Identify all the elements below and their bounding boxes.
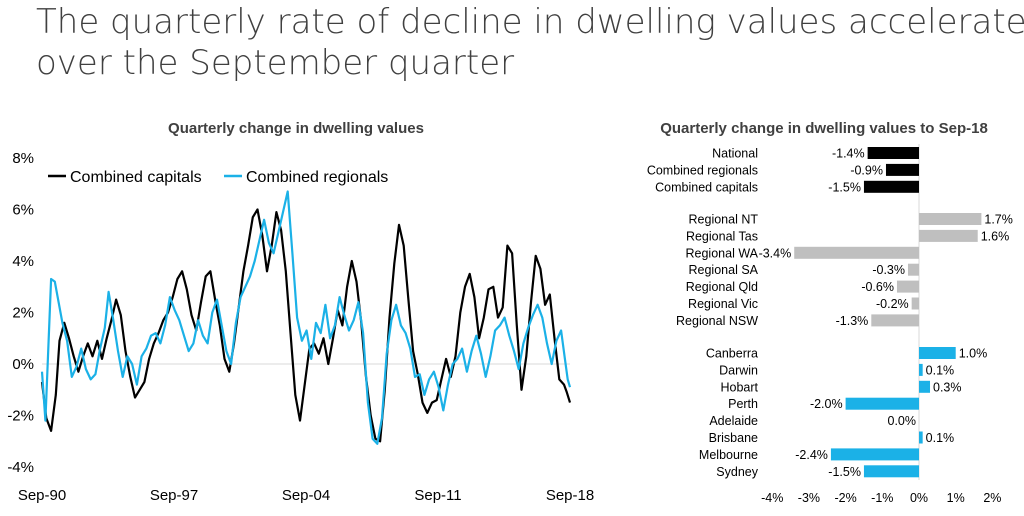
bar-value-label: -1.5% [828, 180, 861, 194]
x-tick-label: Sep-11 [414, 487, 461, 504]
bar-city [919, 347, 956, 359]
bar-city [919, 363, 923, 376]
bar-category-label: Regional WA [686, 246, 759, 260]
bar-regional [907, 263, 919, 276]
bar-regional [919, 213, 982, 225]
bar-value-label: -0.9% [850, 163, 883, 177]
bar-city [863, 465, 919, 478]
series-line-capitals [40, 208, 572, 443]
bar-value-label: -0.6% [861, 280, 894, 294]
legend-label-capitals: Combined capitals [70, 169, 202, 186]
bar-value-label: 0.0% [888, 414, 917, 428]
bar-value-label: -1.4% [832, 147, 865, 161]
bar-value-label: 1.0% [959, 347, 988, 361]
slide-title-line-2: over the September quarter [36, 43, 515, 83]
x-tick-label: Sep-04 [282, 487, 330, 504]
bar-summary [863, 180, 919, 193]
bar-city [919, 380, 931, 393]
bar-category-label: Adelaide [709, 414, 758, 428]
bar-value-label: 1.7% [984, 213, 1013, 227]
bar-category-label: Canberra [706, 347, 758, 361]
bar-category-label: Sydney [716, 465, 758, 479]
y-tick-label: 4% [12, 253, 34, 270]
bar-regional [871, 314, 919, 327]
bar-category-label: Combined regionals [647, 163, 758, 177]
y-tick-label: 2% [12, 305, 34, 322]
bar-regional [911, 297, 919, 310]
bar-category-label: Melbourne [699, 448, 758, 462]
bar-category-label: Regional Vic [688, 297, 758, 311]
slide-title-line-1: The quarterly rate of decline in dwellin… [36, 2, 1024, 42]
bar-x-tick-label: -4% [761, 491, 783, 505]
bar-value-label: -2.4% [795, 448, 828, 462]
y-tick-label: -4% [7, 459, 34, 476]
bar-regional [896, 280, 919, 293]
bar-x-tick-label: 1% [947, 491, 965, 505]
bar-category-label: Perth [728, 397, 758, 411]
bar-x-tick-label: -3% [798, 491, 820, 505]
bar-regional [919, 229, 978, 242]
legend-label-regionals: Combined regionals [246, 169, 388, 186]
y-tick-label: 8% [12, 150, 34, 167]
y-tick-label: 6% [12, 202, 34, 219]
bar-x-tick-label: 2% [983, 491, 1001, 505]
line-chart-title: Quarterly change in dwelling values [168, 120, 424, 137]
bar-category-label: Brisbane [709, 431, 758, 445]
x-tick-label: Sep-90 [18, 487, 66, 504]
bar-x-tick-label: -2% [834, 491, 856, 505]
bar-category-label: Regional Qld [686, 280, 758, 294]
bar-x-tick-label: 0% [910, 491, 928, 505]
bar-category-label: Darwin [719, 363, 758, 377]
bar-category-label: Regional SA [689, 263, 759, 277]
y-tick-label: -2% [7, 408, 34, 425]
x-tick-label: Sep-97 [150, 487, 198, 504]
bar-value-label: -3.4% [759, 246, 792, 260]
bar-summary [867, 147, 919, 159]
y-tick-label: 0% [12, 356, 34, 373]
bar-value-label: -1.3% [836, 314, 869, 328]
bar-regional [794, 246, 919, 259]
bar-value-label: -2.0% [810, 397, 843, 411]
bar-city [830, 448, 919, 461]
bar-value-label: -1.5% [828, 465, 861, 479]
bar-category-label: Combined capitals [655, 180, 758, 194]
bar-value-label: -0.3% [872, 263, 905, 277]
bar-value-label: 0.1% [926, 363, 955, 377]
bar-city [919, 431, 923, 444]
bar-category-label: Hobart [720, 380, 758, 394]
series-line-regionals [40, 190, 572, 445]
bar-value-label: 0.3% [933, 380, 962, 394]
bar-x-tick-label: -1% [871, 491, 893, 505]
bar-chart-title: Quarterly change in dwelling values to S… [660, 120, 988, 137]
bar-city [845, 397, 919, 410]
bar-value-label: 0.1% [926, 431, 955, 445]
bar-category-label: National [712, 147, 758, 161]
bar-category-label: Regional NT [689, 213, 759, 227]
bar-value-label: -0.2% [876, 297, 909, 311]
bar-value-label: 1.6% [981, 229, 1010, 243]
slide-title: The quarterly rate of decline in dwellin… [36, 2, 1024, 84]
bar-summary [885, 163, 919, 176]
bar-category-label: Regional Tas [686, 229, 758, 243]
x-tick-label: Sep-18 [546, 487, 594, 504]
bar-category-label: Regional NSW [676, 314, 758, 328]
